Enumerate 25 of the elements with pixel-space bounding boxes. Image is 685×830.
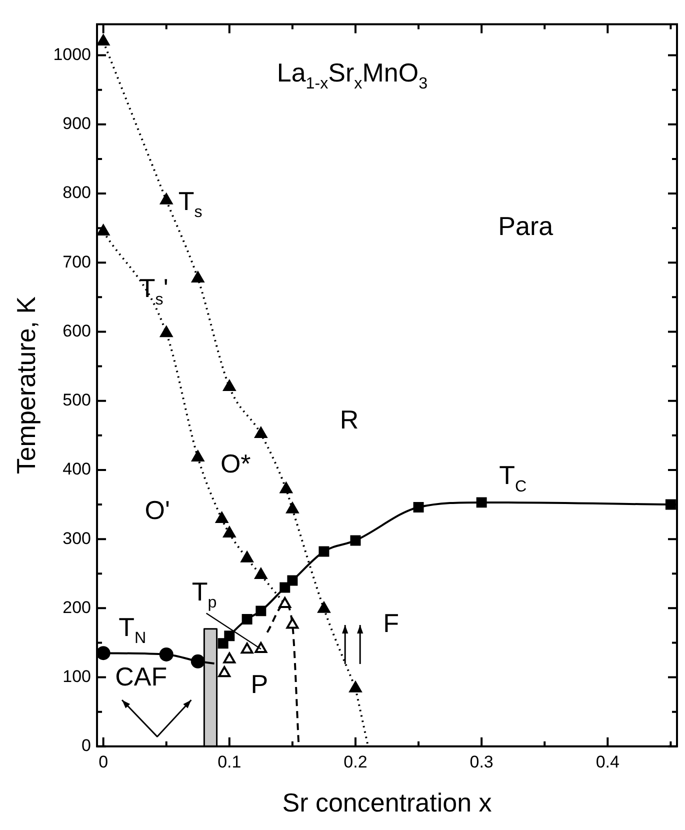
y-axis-title: Temperature, K (10, 296, 41, 474)
annotation: O' (144, 494, 170, 525)
y-tick-label: 500 (62, 390, 92, 410)
annotation: F (383, 608, 400, 638)
annotation: Para (498, 211, 554, 242)
y-tick-label: 1000 (53, 44, 92, 64)
x-tick-label: 0.1 (218, 752, 242, 772)
y-tick-label: 400 (62, 460, 92, 479)
annotation: CAF (115, 662, 168, 692)
y-tick-label: 800 (62, 183, 92, 202)
annotation: O* (220, 448, 251, 479)
x-tick-label: 0.2 (344, 752, 368, 772)
y-tick-label: 700 (62, 252, 92, 272)
annotation: R (340, 404, 359, 435)
y-tick-label: 200 (62, 598, 92, 617)
y-tick-label: 300 (62, 528, 92, 548)
x-tick-label: 0 (98, 752, 108, 772)
x-tick-label: 0.4 (596, 752, 620, 772)
y-tick-label: 600 (62, 321, 92, 340)
x-axis-title: Sr concentration x (282, 788, 492, 818)
annotation: P (250, 668, 268, 699)
y-tick-label: 0 (82, 736, 92, 756)
y-tick-label: 900 (62, 114, 92, 134)
x-tick-label: 0.3 (470, 752, 494, 772)
y-tick-label: 100 (62, 666, 92, 686)
